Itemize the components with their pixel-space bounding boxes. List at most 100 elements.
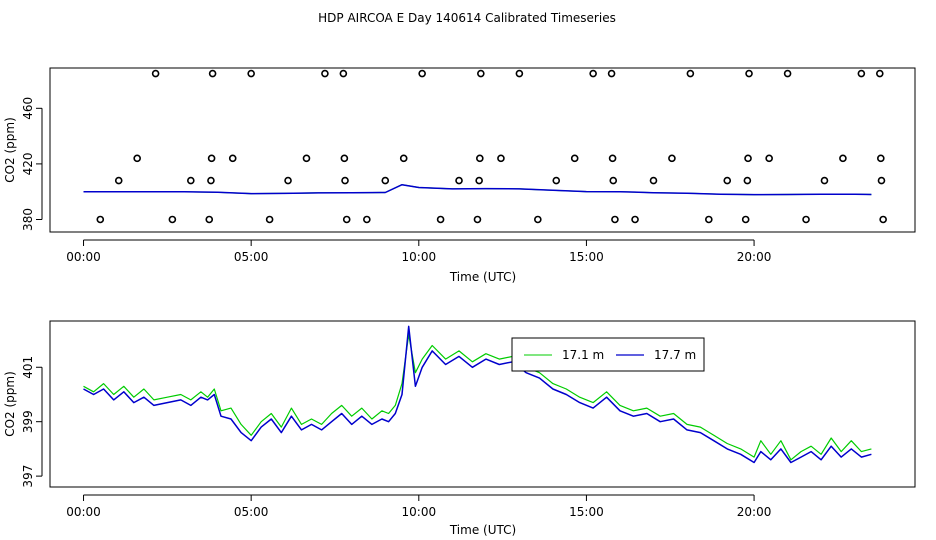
calibration-point [668,154,676,163]
x-tick-label: 10:00 [402,250,437,264]
calibration-markers [96,69,887,224]
x-axis-label: Time (UTC) [449,523,516,537]
calibration-point [475,176,483,185]
calibration-point [686,69,695,78]
calibration-point [340,154,349,163]
calibration-point [455,176,463,185]
y-tick-label: 380 [21,208,35,231]
calibration-point [477,69,485,78]
calibration-point [228,154,237,163]
calibration-point [205,215,214,224]
series-line-17-1-m [83,334,872,461]
calibration-point [339,69,348,78]
x-axis: 00:00 05:00 10:00 15:00 20:00 [66,494,772,519]
calibration-point [473,215,482,224]
calibration-point [745,69,753,78]
calibration-point [151,69,160,78]
x-tick-label: 05:00 [234,250,269,264]
calibration-point [247,69,255,78]
calibration-point [381,176,390,185]
calibration-point [168,215,177,224]
calibration-point [743,176,752,185]
y-tick-label: 460 [21,97,35,120]
calibration-point [133,154,141,163]
calibration-point [765,154,773,163]
calibration-point [877,154,885,163]
calibration-point [476,154,484,163]
calibration-point [857,69,866,78]
calibration-point [875,69,884,78]
x-tick-label: 20:00 [737,505,772,519]
calibration-point [187,176,195,185]
calibration-point [418,69,426,78]
y-axis-label: CO2 (ppm) [3,117,17,183]
legend-label-17-1-m: 17.1 m [562,348,604,362]
y-axis-label: CO2 (ppm) [3,371,17,437]
calibration-point [341,176,349,185]
calibration-point [265,215,274,224]
calibration-point [114,176,123,185]
calibration-point [741,215,750,224]
x-axis: 00:00 05:00 10:00 15:00 20:00 [66,239,772,264]
legend-label-17-7-m: 17.7 m [654,348,696,362]
plot-frame [49,67,916,233]
x-tick-label: 20:00 [737,250,772,264]
calibration-point [783,69,792,78]
calibration-point [879,215,887,224]
calibration-point [96,215,105,224]
calibration-point [208,69,217,78]
calibration-point [284,176,292,185]
plot-frame [49,320,916,488]
x-tick-label: 05:00 [234,505,269,519]
series-lines [83,325,872,464]
calibration-point [436,215,445,224]
calibration-point [342,215,351,224]
calibration-point [607,69,616,78]
calibration-point [399,154,408,163]
calibration-point [705,215,713,224]
calibration-point [302,154,311,163]
x-axis-label: Time (UTC) [449,270,516,284]
y-tick-label: 420 [21,152,35,175]
calibration-point [820,176,829,185]
series-line-17-1-m [83,184,872,196]
calibration-point [363,215,371,224]
y-tick-label: 397 [21,465,35,488]
series-line-17-7-m [83,325,872,464]
series-line-17-7-m [83,183,872,196]
calibration-point [497,154,505,163]
calibration-point [609,176,618,185]
legend: 17.1 m 17.7 m [511,337,705,372]
series-lines [83,183,872,196]
y-tick-label: 399 [21,410,35,433]
figure-title: HDP AIRCOA E Day 140614 Calibrated Times… [318,11,616,25]
calibration-point [207,154,216,163]
x-tick-label: 00:00 [66,250,101,264]
calibration-point [608,154,617,163]
calibration-point [207,176,215,185]
y-axis: 380 420 460 [21,97,43,231]
calibration-point [744,154,752,163]
timeseries-panel: 00:00 05:00 10:00 15:00 20:00 397 399 401 Time… [3,320,916,537]
calibration-point [877,176,886,185]
calibration-panel: 00:00 05:00 10:00 15:00 20:00 380 420 460 Time… [3,67,916,284]
x-tick-label: 00:00 [66,505,101,519]
calibration-point [589,69,597,78]
calibration-point [723,176,732,185]
calibration-point [321,69,329,78]
calibration-point [534,215,542,224]
x-tick-label: 15:00 [569,250,604,264]
calibration-point [631,215,639,224]
calibration-point [552,176,561,185]
y-axis: 397 399 401 [21,356,43,488]
x-tick-label: 10:00 [402,505,437,519]
calibration-point [649,176,658,185]
x-tick-label: 15:00 [569,505,604,519]
calibration-point [839,154,847,163]
y-tick-label: 401 [21,356,35,379]
calibration-point [570,154,579,163]
calibration-point [515,69,524,78]
calibration-point [611,215,619,224]
calibration-point [802,215,810,224]
